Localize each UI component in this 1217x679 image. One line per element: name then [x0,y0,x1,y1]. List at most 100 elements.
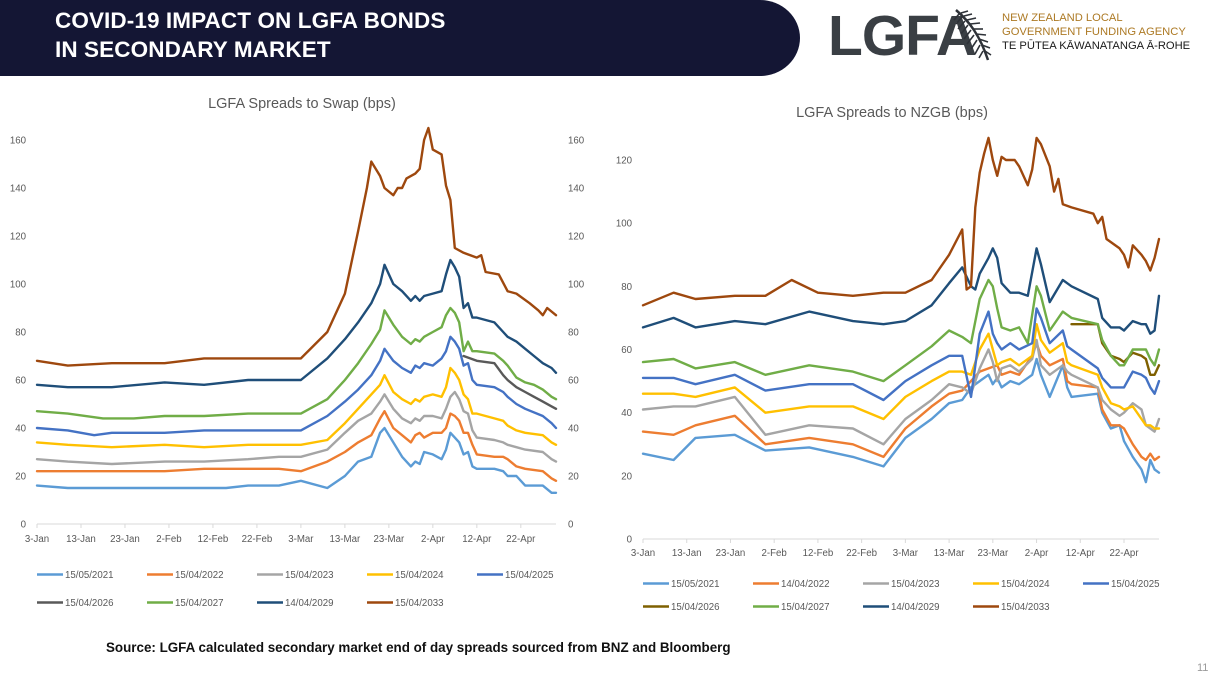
y-tick-label-left: 80 [621,282,632,293]
legend-label: 15/04/2023 [891,579,940,590]
title-band: COVID-19 IMPACT ON LGFA BONDS IN SECONDA… [0,0,800,76]
y-tick-label-left: 40 [621,408,632,419]
series-line-15-04-2022 [35,410,558,482]
legend-label: 15/04/2033 [1001,602,1050,613]
series-line-14-04-2022 [641,341,1161,462]
series-line-15-04-2025 [641,307,1161,402]
legend-label: 15/04/2027 [781,602,830,613]
y-tick-label-left: 160 [10,136,27,147]
x-tick-label: 13-Jan [66,534,96,545]
series-line-15-05-2021 [35,426,558,494]
series-line-15-04-2033 [35,126,558,367]
x-tick-label: 13-Jan [672,548,702,559]
header: COVID-19 IMPACT ON LGFA BONDS IN SECONDA… [0,0,1217,76]
x-tick-label: 2-Feb [156,534,181,545]
page-number: 11 [1197,662,1209,674]
x-tick-label: 23-Jan [716,548,746,559]
legend-label: 15/04/2026 [671,602,720,613]
x-tick-label: 12-Feb [803,548,834,559]
x-tick-label: 23-Mar [374,534,405,545]
y-tick-label-left: 20 [621,471,632,482]
series-line-15-04-2023 [35,390,558,466]
x-tick-label: 13-Mar [934,548,965,559]
chart-spreads-to-nzgb: LGFA Spreads to NZGB (bps)00202040406060… [616,105,1161,613]
legend-label: 15/05/2021 [671,579,720,590]
legend-label: 15/04/2026 [65,598,114,609]
series-line-15-04-2027 [641,278,1161,383]
series-line-15-04-2023 [641,338,1161,446]
legend-label: 15/04/2024 [1001,579,1050,590]
legend-label: 15/04/2025 [1111,579,1160,590]
lgfa-logo-text: LGFA [828,4,977,68]
chart-title: LGFA Spreads to NZGB (bps) [796,105,988,121]
y-tick-label-left: 60 [15,376,26,387]
x-tick-label: 12-Apr [1066,548,1096,559]
y-tick-label-right: 80 [568,328,579,339]
y-tick-label-right: 140 [568,184,585,195]
y-tick-label-left: 60 [621,345,632,356]
y-tick-label-left: 120 [10,232,27,243]
agency-line1: NEW ZEALAND LOCAL [1002,12,1123,24]
page-title: COVID-19 IMPACT ON LGFA BONDS IN SECONDA… [55,6,445,64]
y-tick-label-left: 140 [10,184,27,195]
x-tick-label: 22-Apr [506,534,536,545]
x-tick-label: 23-Mar [977,548,1008,559]
series-line-15-04-2024 [35,366,558,449]
x-tick-label: 2-Feb [762,548,787,559]
legend-label: 15/04/2024 [395,570,444,581]
x-tick-label: 2-Apr [1025,548,1049,559]
x-tick-label: 12-Apr [462,534,492,545]
y-tick-label-left: 100 [10,280,27,291]
x-tick-label: 22-Feb [242,534,273,545]
legend-label: 15/04/2025 [505,570,554,581]
source-note: Source: LGFA calculated secondary market… [106,640,731,655]
agency-name: NEW ZEALAND LOCAL GOVERNMENT FUNDING AGE… [1002,12,1190,53]
y-tick-label-left: 40 [15,424,26,435]
legend-label: 14/04/2022 [781,579,830,590]
y-tick-label-right: 20 [568,472,579,483]
y-tick-label-right: 60 [568,376,579,387]
series-line-14-04-2029 [641,247,1161,335]
x-tick-label: 3-Jan [631,548,655,559]
y-tick-label-left: 100 [616,219,633,230]
x-tick-label: 12-Feb [198,534,229,545]
series-line-15-05-2021 [641,357,1161,484]
x-tick-label: 22-Apr [1109,548,1139,559]
y-tick-label-right: 40 [568,424,579,435]
y-tick-label-right: 160 [568,136,585,147]
x-tick-label: 23-Jan [110,534,140,545]
y-tick-label-right: 100 [568,280,585,291]
x-tick-label: 3-Mar [288,534,314,545]
legend-label: 15/04/2023 [285,570,334,581]
y-tick-label-left: 0 [627,535,633,546]
series-line-15-04-2026 [462,354,558,410]
agency-line2: GOVERNMENT FUNDING AGENCY [1002,25,1186,38]
y-tick-label-left: 0 [21,520,27,531]
series-line-14-04-2029 [35,258,558,389]
chart-title: LGFA Spreads to Swap (bps) [208,96,396,112]
legend-label: 15/04/2033 [395,598,444,609]
x-tick-label: 22-Feb [846,548,877,559]
y-tick-label-right: 0 [568,520,574,531]
legend-label: 15/04/2022 [175,570,224,581]
x-tick-label: 2-Apr [421,534,445,545]
page-title-line1: COVID-19 IMPACT ON LGFA BONDS [55,8,446,33]
x-tick-label: 3-Mar [893,548,919,559]
fern-icon [953,9,992,61]
series-line-15-04-2024 [641,322,1161,430]
y-tick-label-left: 20 [15,472,26,483]
legend-label: 14/04/2029 [285,598,334,609]
legend-label: 15/05/2021 [65,570,114,581]
series-line-15-04-2027 [35,306,558,420]
legend-label: 15/04/2027 [175,598,224,609]
chart-spreads-to-swap: LGFA Spreads to Swap (bps) 0 0 20 20 40 40 60 60… [10,96,585,609]
y-tick-label-left: 80 [15,328,26,339]
x-tick-label: 13-Mar [330,534,361,545]
y-tick-label-left: 120 [616,156,633,167]
x-tick-label: 3-Jan [25,534,49,545]
y-tick-label-right: 120 [568,232,585,243]
series-line-15-04-2025 [35,335,558,437]
legend-label: 14/04/2029 [891,602,940,613]
page-title-line2: IN SECONDARY MARKET [55,37,331,62]
agency-line3: TE PŪTEA KĀWANATANGA Ā-ROHE [1002,39,1191,52]
